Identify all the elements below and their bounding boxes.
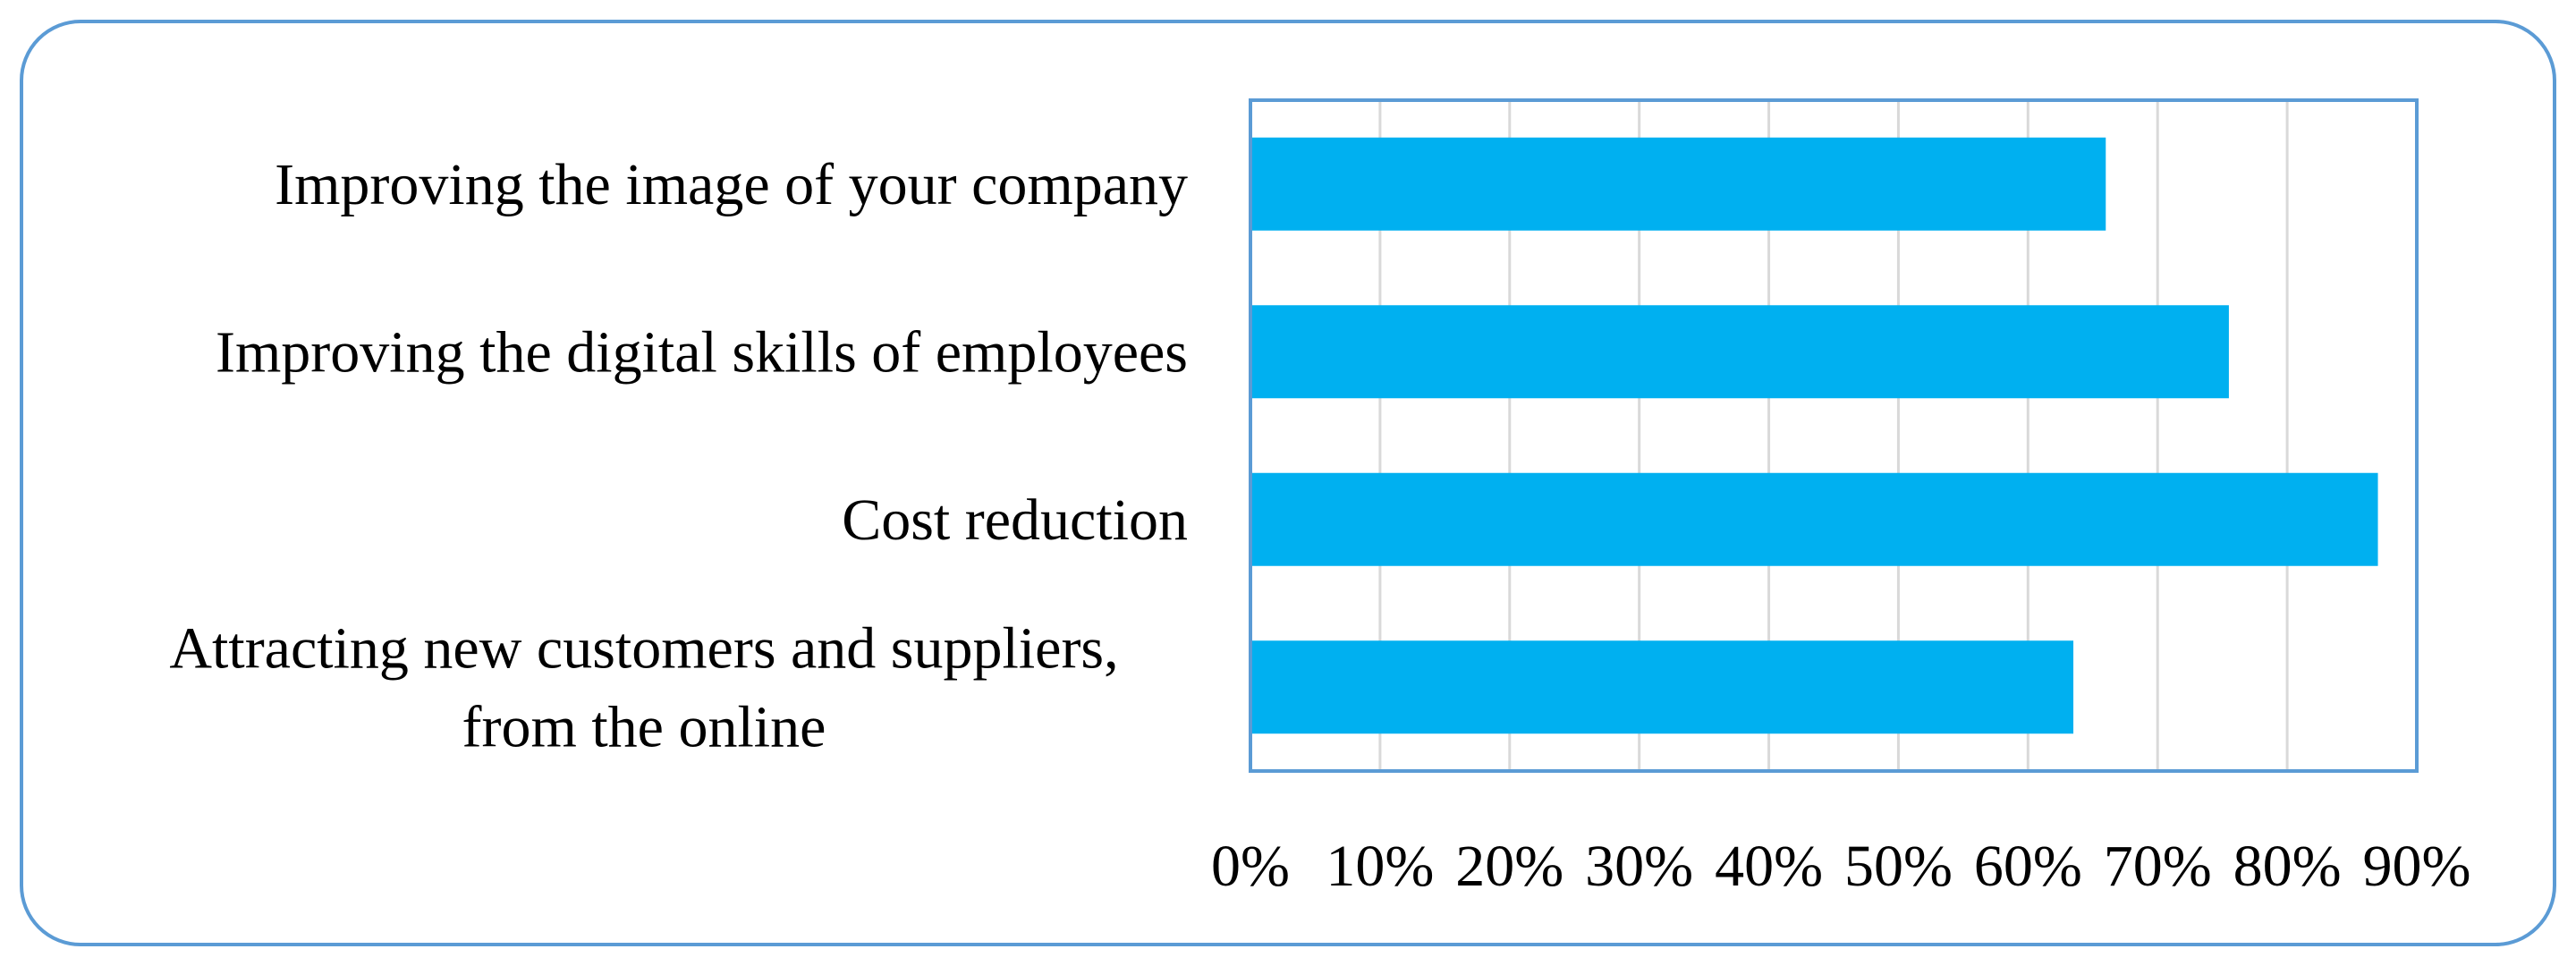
category-label-line: Improving the digital skills of employee… <box>216 319 1188 385</box>
x-tick-label: 60% <box>1974 834 2082 899</box>
bar <box>1250 640 2074 734</box>
x-axis-tick-labels: 0% 10% 20% 30% 40% 50% 60% 70% 80% 90% <box>1211 834 2470 899</box>
x-tick-label: 20% <box>1455 834 1563 899</box>
x-tick-label: 30% <box>1585 834 1693 899</box>
category-label-line: Improving the image of your company <box>275 152 1188 217</box>
category-label-line: Attracting new customers and suppliers, <box>169 615 1118 681</box>
category-label: Improving the image of your company <box>275 152 1188 217</box>
bars <box>1250 137 2378 734</box>
plot-area-border <box>1249 98 2419 773</box>
category-label: Improving the digital skills of employee… <box>216 319 1188 385</box>
x-tick-label: 50% <box>1844 834 1953 899</box>
bar <box>1250 305 2229 399</box>
x-tick-label: 40% <box>1715 834 1823 899</box>
x-tick-label: 70% <box>2104 834 2212 899</box>
x-tick-label: 10% <box>1326 834 1434 899</box>
category-label-line: Cost reduction <box>842 487 1188 553</box>
category-label: Attracting new customers and suppliers, f… <box>169 615 1118 759</box>
category-labels: Improving the image of your company Impro… <box>169 152 1188 760</box>
x-tick-label: 90% <box>2363 834 2471 899</box>
bar <box>1250 137 2106 231</box>
bar <box>1250 472 2378 566</box>
category-label-line: from the online <box>462 694 826 759</box>
x-tick-label: 0% <box>1211 834 1290 899</box>
category-label: Cost reduction <box>842 487 1188 553</box>
x-tick-label: 80% <box>2233 834 2342 899</box>
